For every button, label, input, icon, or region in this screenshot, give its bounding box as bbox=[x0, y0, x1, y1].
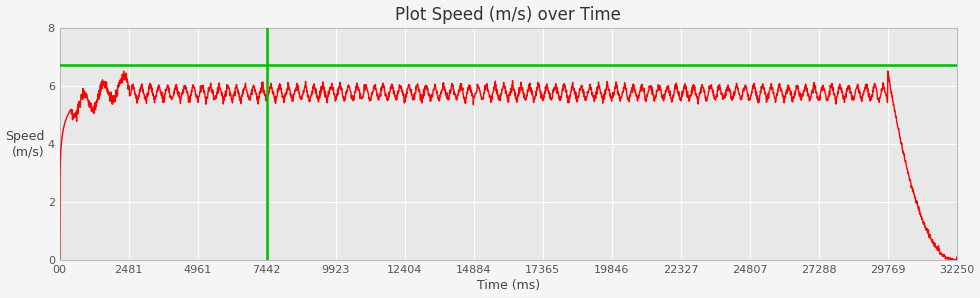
Title: Plot Speed (m/s) over Time: Plot Speed (m/s) over Time bbox=[395, 6, 621, 24]
Y-axis label: Speed
(m/s): Speed (m/s) bbox=[6, 130, 45, 158]
X-axis label: Time (ms): Time (ms) bbox=[476, 280, 540, 292]
